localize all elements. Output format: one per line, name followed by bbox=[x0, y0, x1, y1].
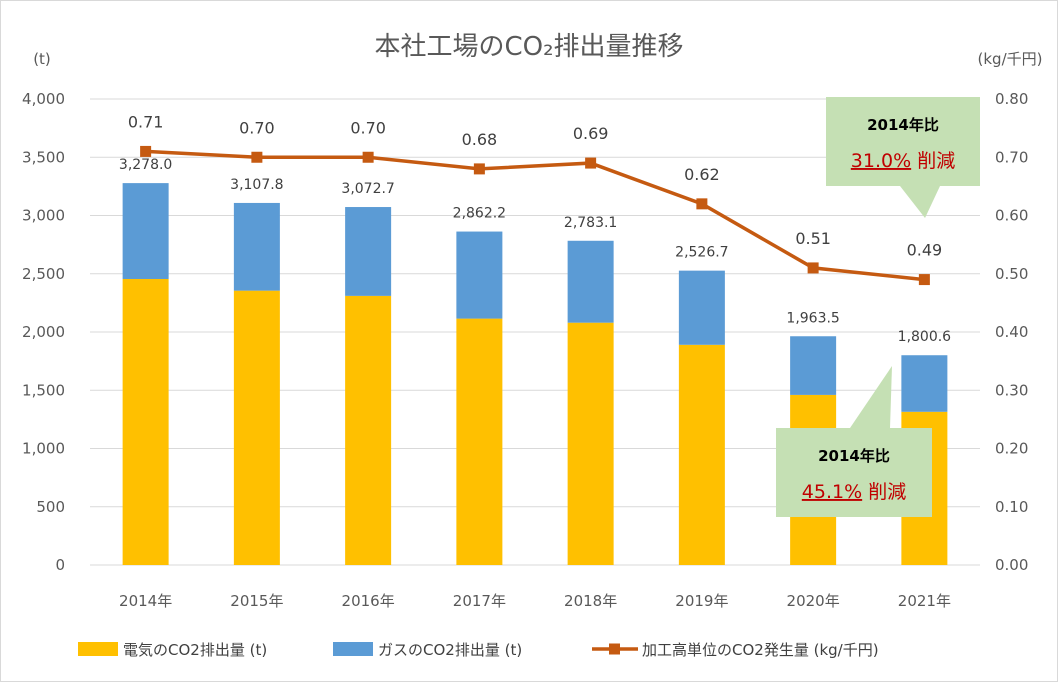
x-tick-label: 2018年 bbox=[564, 592, 617, 610]
bar-electricity bbox=[122, 278, 169, 565]
intensity-marker bbox=[696, 198, 708, 210]
x-tick-label: 2019年 bbox=[675, 592, 728, 610]
bar-total-label: 3,107.8 bbox=[230, 177, 283, 193]
callout-title: 2014年比 bbox=[818, 447, 890, 465]
intensity-marker bbox=[251, 151, 263, 163]
intensity-label: 0.68 bbox=[462, 130, 498, 149]
bar-total-label: 2,783.1 bbox=[564, 215, 617, 231]
right-tick-label: 0.40 bbox=[995, 323, 1028, 341]
bar-gas bbox=[122, 183, 169, 279]
bar-electricity bbox=[678, 344, 725, 565]
x-tick-label: 2017年 bbox=[453, 592, 506, 610]
legend-swatch-electricity bbox=[78, 642, 118, 656]
bar-gas bbox=[567, 240, 614, 323]
bar-gas bbox=[901, 355, 948, 412]
callout-box bbox=[776, 428, 932, 517]
bar-electricity bbox=[456, 318, 503, 565]
bar-gas bbox=[678, 270, 725, 345]
intensity-label: 0.49 bbox=[907, 241, 943, 260]
left-tick-label: 0 bbox=[55, 556, 65, 574]
callout-tail bbox=[900, 186, 940, 218]
left-tick-label: 3,500 bbox=[22, 148, 65, 166]
bar-electricity bbox=[233, 290, 280, 565]
right-axis-unit: (kg/千円) bbox=[978, 50, 1043, 68]
bar-electricity bbox=[567, 322, 614, 565]
intensity-label: 0.62 bbox=[684, 165, 720, 184]
callout-reduction: 45.1% 削減 bbox=[802, 481, 906, 503]
chart-title: 本社工場のCO₂排出量推移 bbox=[374, 32, 683, 62]
left-tick-label: 3,000 bbox=[22, 207, 65, 225]
intensity-marker bbox=[585, 157, 597, 169]
intensity-marker bbox=[807, 262, 819, 274]
bar-gas bbox=[456, 231, 503, 319]
right-tick-label: 0.00 bbox=[995, 556, 1028, 574]
intensity-label: 0.70 bbox=[350, 118, 386, 137]
callout-suffix: 削減 bbox=[911, 150, 955, 172]
bar-electricity bbox=[345, 295, 392, 565]
legend-label-gas: ガスのCO2排出量 (t) bbox=[378, 641, 522, 659]
callout-title: 2014年比 bbox=[867, 116, 939, 134]
right-tick-label: 0.20 bbox=[995, 440, 1028, 458]
intensity-marker bbox=[140, 145, 152, 157]
legend-label-intensity: 加工高単位のCO2発生量 (kg/千円) bbox=[642, 641, 879, 659]
callout-percent: 31.0% bbox=[851, 150, 911, 172]
bar-total-label: 1,963.5 bbox=[786, 310, 839, 326]
bar-total-label: 3,072.7 bbox=[341, 181, 394, 197]
callout-percent: 45.1% bbox=[802, 481, 862, 503]
x-tick-label: 2016年 bbox=[342, 592, 395, 610]
legend-marker-intensity bbox=[609, 643, 620, 655]
right-tick-label: 0.30 bbox=[995, 381, 1028, 399]
left-tick-label: 2,500 bbox=[22, 265, 65, 283]
intensity-marker bbox=[362, 151, 374, 163]
legend-swatch-gas bbox=[333, 642, 373, 656]
bar-total-label: 2,862.2 bbox=[453, 206, 506, 222]
right-tick-label: 0.10 bbox=[995, 498, 1028, 516]
callout-tail bbox=[850, 366, 892, 428]
right-tick-label: 0.80 bbox=[995, 90, 1028, 108]
left-tick-label: 4,000 bbox=[22, 90, 65, 108]
intensity-line bbox=[145, 149, 925, 282]
legend-label-electricity: 電気のCO2排出量 (t) bbox=[123, 641, 267, 659]
intensity-marker bbox=[918, 274, 930, 286]
intensity-marker bbox=[473, 163, 485, 175]
bar-gas bbox=[345, 207, 392, 296]
bar-total-label: 2,526.7 bbox=[675, 245, 728, 261]
bar-gas bbox=[790, 336, 837, 395]
intensity-label: 0.70 bbox=[239, 118, 275, 137]
left-axis-unit: (t) bbox=[33, 50, 51, 68]
right-tick-label: 0.70 bbox=[995, 148, 1028, 166]
callout-suffix: 削減 bbox=[862, 481, 906, 503]
callout-reduction: 31.0% 削減 bbox=[851, 150, 955, 172]
x-tick-label: 2021年 bbox=[898, 592, 951, 610]
left-tick-label: 500 bbox=[36, 498, 65, 516]
x-tick-label: 2020年 bbox=[787, 592, 840, 610]
right-tick-label: 0.60 bbox=[995, 207, 1028, 225]
callout-box bbox=[826, 97, 980, 186]
intensity-label: 0.71 bbox=[128, 112, 164, 131]
bar-total-label: 1,800.6 bbox=[898, 329, 952, 345]
x-tick-label: 2015年 bbox=[230, 592, 283, 610]
intensity-label: 0.69 bbox=[573, 124, 609, 143]
left-tick-label: 2,000 bbox=[22, 323, 65, 341]
bar-total-label: 3,278.0 bbox=[119, 157, 172, 173]
intensity-label: 0.51 bbox=[795, 229, 831, 248]
left-tick-label: 1,000 bbox=[22, 440, 65, 458]
right-tick-label: 0.50 bbox=[995, 265, 1028, 283]
left-tick-label: 1,500 bbox=[22, 381, 65, 399]
bar-gas bbox=[233, 202, 280, 291]
x-tick-label: 2014年 bbox=[119, 592, 172, 610]
